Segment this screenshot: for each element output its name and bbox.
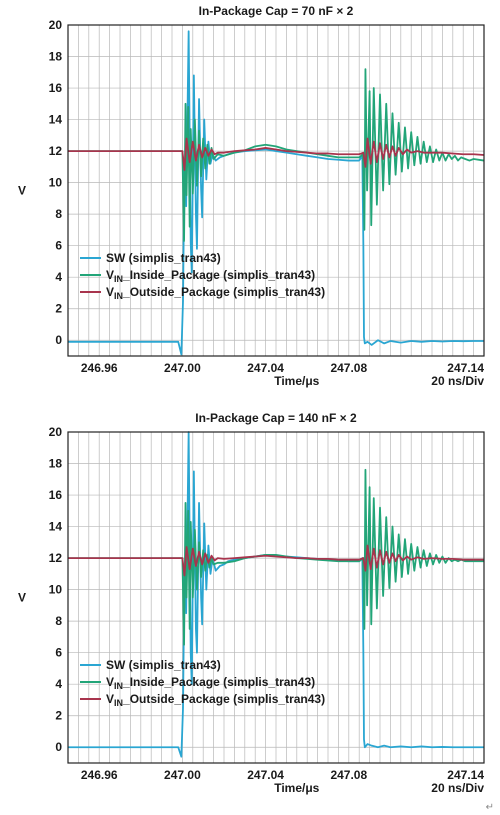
chart0-legend-label-1: VIN_Inside_Package (simplis_tran43) [106,268,315,284]
chart1-ytick-label: 16 [49,488,63,502]
chart0-x-division-note: 20 ns/Div [431,374,484,388]
chart1-ytick-label: 6 [55,646,62,660]
chart0-ytick-label: 2 [55,302,62,316]
chart0-ytick-label: 4 [55,270,62,284]
chart0-ytick-label: 12 [49,144,63,158]
chart1-legend-label-2: VIN_Outside_Package (simplis_tran43) [106,692,325,708]
chart1-series-1-line [68,468,484,646]
chart1-ytick-label: 14 [49,520,63,534]
chart1-title: In-Package Cap = 140 nF × 2 [195,411,357,425]
chart0-xtick-label: 247.00 [164,361,201,375]
chart0-series-0-line [68,30,484,356]
chart1-ytick-label: 12 [49,551,63,565]
chart1-legend-label-0: SW (simplis_tran43) [106,658,221,672]
chart0-ylabel: V [18,184,26,198]
chart1-x-division-note: 20 ns/Div [431,781,484,795]
chart0-xtick-label: 247.04 [247,361,284,375]
chart-140nf: In-Package Cap = 140 nF × 2 0 2 4 6 8 10 12 14 16… [0,407,500,812]
chart0-xlabel: Time/μs [274,374,319,388]
chart1-ytick-label: 0 [55,740,62,754]
chart0-xtick-label: 246.96 [81,361,118,375]
chart0-legend-label-0: SW (simplis_tran43) [106,251,221,265]
chart1-ylabel: V [18,591,26,605]
chart0-xtick-label: 247.14 [447,361,484,375]
chart0-series-1-line [68,68,485,242]
chart0-ytick-label: 10 [49,176,63,190]
chart1-ytick-label: 2 [55,709,62,723]
chart1-series-2-line [68,544,484,577]
chart1-ytick-label: 20 [49,425,63,439]
chart0-title: In-Package Cap = 70 nF × 2 [199,4,354,18]
chart1-ytick-label: 4 [55,677,62,691]
chart0-ytick-label: 6 [55,239,62,253]
chart0-ytick-label: 0 [55,333,62,347]
chart0-ytick-label: 16 [49,81,63,95]
chart1-xlabel: Time/μs [274,781,319,795]
chart-70nf-svg: In-Package Cap = 70 nF × 2 0 2 4 6 8 10 12 14 16 1… [18,4,485,388]
chart1-frame [67,431,485,764]
chart1-ytick-label: 8 [55,614,62,628]
chart1-xtick-label: 247.00 [164,768,201,782]
chart0-ytick-label: 18 [49,50,63,64]
corner-mark: ↵ [485,802,494,813]
chart1-xtick-label: 246.96 [81,768,118,782]
chart1-xtick-label: 247.08 [330,768,367,782]
chart0-ytick-label: 14 [49,113,63,127]
chart1-ytick-label: 18 [49,457,63,471]
chart0-frame [67,24,485,357]
chart-140nf-svg: In-Package Cap = 140 nF × 2 0 2 4 6 8 10 12 14 16… [18,411,485,795]
chart1-xtick-label: 247.14 [447,768,484,782]
chart0-legend-label-2: VIN_Outside_Package (simplis_tran43) [106,285,325,301]
chart-70nf: In-Package Cap = 70 nF × 2 0 2 4 6 8 10 12 14 16 1… [0,0,500,400]
chart0-xtick-label: 247.08 [330,361,367,375]
chart0-ytick-label: 20 [49,18,63,32]
chart0-series-2-line [68,137,485,171]
chart1-ytick-label: 10 [49,583,63,597]
chart1-xtick-label: 247.04 [247,768,284,782]
chart0-ytick-label: 8 [55,207,62,221]
chart1-legend-label-1: VIN_Inside_Package (simplis_tran43) [106,675,315,691]
